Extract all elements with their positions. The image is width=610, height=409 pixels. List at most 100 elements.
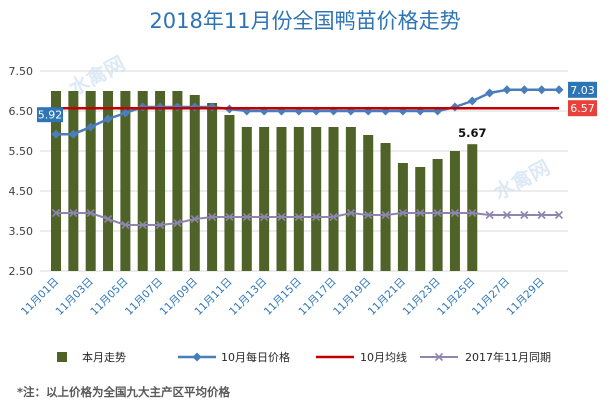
bar [51, 91, 61, 271]
y-tick-label: 3.50 [9, 225, 34, 238]
bar [189, 95, 200, 271]
x-marker [277, 212, 286, 222]
legend-label: 2017年11月同期 [465, 350, 551, 364]
y-axis: 2.50 3.50 4.50 5.50 6.50 7.50 [9, 65, 34, 278]
x-marker [156, 220, 165, 230]
y-tick-label: 6.50 [9, 105, 34, 118]
line-series [51, 85, 564, 230]
x-marker [86, 208, 95, 218]
bar [432, 159, 443, 271]
y-tick-label: 4.50 [9, 185, 34, 198]
bar [241, 127, 252, 271]
chart-title: 2018年11月份全国鸭苗价格走势 [149, 9, 460, 33]
legend-marker-diamond [192, 352, 202, 362]
x-marker [121, 220, 130, 230]
bar [137, 91, 148, 271]
series-line [56, 212, 559, 226]
bar [345, 127, 356, 271]
bar [224, 115, 235, 271]
x-marker [138, 220, 147, 230]
legend-label: 10月均线 [360, 350, 407, 364]
legend-item-october-daily: 10月每日价格 [178, 350, 290, 364]
x-marker [537, 210, 546, 220]
x-marker [208, 212, 217, 222]
data-labels: 5.67 5.92 7.03 6.57 [37, 81, 598, 140]
data-label-box [568, 100, 598, 117]
x-marker [468, 208, 477, 218]
bar [293, 127, 304, 271]
legend-label: 10月每日价格 [221, 350, 290, 364]
bar [155, 91, 166, 271]
data-label-box [37, 107, 63, 123]
x-marker [294, 212, 303, 222]
x-marker [450, 208, 460, 218]
diamond-marker [86, 122, 96, 132]
x-marker [433, 208, 442, 218]
diamond-marker [537, 85, 547, 95]
diamond-marker [554, 85, 564, 95]
x-marker [329, 212, 338, 222]
bar [415, 167, 426, 271]
bar [397, 163, 408, 271]
diamond-marker [467, 96, 477, 106]
x-marker [225, 212, 234, 222]
legend-item-monthly-trend: 本月走势 [57, 350, 126, 364]
diamond-marker [519, 85, 529, 95]
y-tick-label: 7.50 [9, 65, 34, 78]
bar [363, 135, 374, 271]
x-marker [381, 210, 390, 220]
diamond-marker [120, 108, 130, 118]
bar [380, 143, 391, 271]
legend-label: 本月走势 [82, 350, 126, 364]
legend-item-last-year: 2017年11月同期 [420, 350, 551, 364]
x-marker [51, 208, 61, 218]
x-marker [69, 208, 78, 218]
x-marker [520, 210, 529, 220]
x-marker [260, 212, 269, 222]
x-marker [190, 214, 199, 224]
x-marker [312, 212, 321, 222]
legend-marker-x [434, 352, 444, 362]
diamond-marker [103, 114, 113, 124]
diamond-marker [502, 85, 512, 95]
x-marker [416, 208, 425, 218]
bar-series [51, 91, 478, 271]
data-label-box [568, 81, 598, 98]
bar [259, 127, 270, 271]
footnote: *注：以上价格为全国九大主产区平均价格 [17, 385, 231, 399]
line-data-label: 6.57 [570, 102, 595, 115]
line-data-label: 7.03 [570, 84, 595, 97]
bar [467, 144, 478, 271]
bar [207, 103, 218, 271]
legend-item-october-average: 10月均线 [316, 350, 407, 364]
x-marker [485, 210, 494, 220]
line-data-label: 5.92 [38, 109, 63, 122]
bar [449, 151, 460, 271]
x-marker [346, 208, 355, 218]
bar [85, 91, 96, 271]
bar [68, 91, 79, 271]
bar [311, 127, 322, 271]
diamond-marker [51, 129, 61, 139]
bar-data-label: 5.67 [458, 126, 486, 140]
x-marker [364, 210, 373, 220]
bar [276, 127, 287, 271]
x-marker [502, 210, 512, 220]
y-tick-label: 5.50 [9, 145, 34, 158]
y-tick-label: 2.50 [9, 265, 34, 278]
bar [328, 127, 339, 271]
x-marker [398, 208, 407, 218]
x-marker [173, 218, 182, 228]
bar [120, 91, 131, 271]
legend: 本月走势 10月每日价格 10月均线 2017年11月同期 [57, 350, 551, 364]
diamond-marker [485, 88, 495, 98]
x-marker [103, 214, 113, 224]
diamond-marker [68, 129, 78, 139]
x-marker [242, 212, 251, 222]
legend-swatch-bar [57, 352, 67, 362]
bar [172, 91, 183, 271]
x-marker [554, 210, 564, 220]
bar [103, 91, 114, 271]
